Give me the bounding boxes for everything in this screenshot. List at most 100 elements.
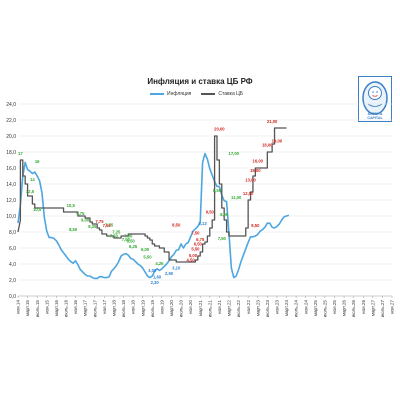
data-label: 9,50 — [206, 210, 215, 215]
data-label: 3,00 — [148, 268, 157, 273]
x-tick-label: июль.27 — [380, 300, 385, 318]
x-tick-label: ноя.15 — [44, 300, 49, 314]
x-tick-label: март.18 — [111, 300, 116, 317]
data-label: 6,25 — [129, 244, 138, 249]
y-tick-label: 4,0 — [9, 262, 16, 268]
inflation-line — [17, 152, 290, 280]
x-tick-label: ноя.17 — [102, 300, 107, 314]
data-label: 9,00 — [81, 218, 90, 223]
x-tick-label: июль.20 — [179, 300, 184, 318]
key-rate-line — [17, 127, 287, 263]
data-label: 7,50 — [110, 234, 119, 239]
data-label: 19,00 — [272, 138, 283, 143]
data-label: 2,90 — [165, 271, 174, 276]
data-label: 7,50 — [218, 236, 227, 241]
x-tick-label: июль.17 — [92, 300, 97, 318]
data-label: 13,00 — [245, 178, 256, 183]
x-tick-label: ноя.16 — [73, 300, 78, 314]
legend-label-key-rate: Ставка ЦБ — [218, 91, 244, 97]
x-tick-label: ноя.18 — [131, 300, 136, 314]
y-tick-label: 20,0 — [6, 134, 16, 140]
data-label: 10,5 — [33, 207, 42, 212]
y-tick-label: 18,0 — [6, 150, 16, 156]
x-tick-label: июль.15 — [35, 300, 40, 318]
y-tick-label: 16,0 — [6, 166, 16, 172]
x-tick-label: июль.22 — [236, 300, 241, 318]
data-label: 20,00 — [214, 126, 225, 131]
data-label: 17,00 — [229, 151, 240, 156]
x-tick-label: март.23 — [255, 300, 260, 317]
legend-item-inflation: Инфляция — [150, 91, 191, 97]
data-label: 7,00 — [124, 234, 133, 239]
x-tick-label: март.16 — [54, 300, 59, 317]
x-tick-label: март.21 — [198, 300, 203, 317]
x-tick-label: ноя.14 — [16, 300, 21, 314]
data-label: 14 — [30, 177, 35, 182]
chart-title: Инфляция и ставка ЦБ РФ — [147, 77, 253, 86]
data-label: 6,75 — [196, 237, 205, 242]
x-tick-label: июль.19 — [150, 300, 155, 318]
legend-swatch-key-rate — [201, 93, 216, 95]
y-tick-label: 14,0 — [6, 182, 16, 188]
x-tick-label: март.20 — [169, 300, 174, 317]
data-label: 7,25 — [112, 230, 121, 235]
x-tick-label: ноя.23 — [275, 300, 280, 314]
data-label: 5,00 — [189, 253, 198, 258]
data-label: 7,50 — [103, 223, 112, 228]
data-label: 7,50 — [122, 237, 131, 242]
data-label: 4,50 — [187, 258, 196, 263]
data-label: 12,00 — [243, 191, 254, 196]
chart-legend: Инфляция Ставка ЦБ — [150, 91, 243, 97]
y-tick-label: 22,0 — [6, 118, 16, 124]
logo-text-line2: CAPITAL — [367, 116, 383, 120]
data-label: 1,60 — [153, 274, 162, 279]
data-label: 18,00 — [262, 142, 273, 147]
x-tick-label: ноя.25 — [332, 300, 337, 314]
x-tick-label: июль.25 — [322, 300, 327, 318]
data-label: 8,13 — [199, 221, 208, 226]
x-tick-label: ноя.27 — [390, 300, 395, 314]
data-label: 3,10 — [172, 266, 181, 271]
data-label: 9,75 — [76, 211, 85, 216]
data-label: 12,5 — [26, 189, 35, 194]
data-label: 9,50 — [213, 188, 222, 193]
x-tick-label: июль.18 — [121, 300, 126, 318]
y-tick-label: 12,0 — [6, 198, 16, 204]
x-tick-label: ноя.26 — [361, 300, 366, 314]
data-label: 6,50 — [194, 242, 203, 247]
data-label: 6,50 — [127, 238, 136, 243]
data-label: 7,50 — [191, 230, 200, 235]
data-label: 8,50 — [69, 227, 78, 232]
data-label: 7,75 — [105, 222, 114, 227]
y-tick-label: 8,0 — [9, 230, 16, 236]
x-tick-label: март.22 — [227, 300, 232, 317]
data-label: 11,00 — [231, 195, 242, 200]
x-tick-label: март.19 — [140, 300, 145, 317]
data-label: 7,75 — [95, 219, 104, 224]
legend-swatch-inflation — [150, 93, 164, 95]
y-tick-label: 2,0 — [9, 278, 16, 284]
data-label: 21,00 — [267, 119, 278, 124]
y-tick-label: 24,0 — [6, 102, 16, 108]
x-tick-label: март.27 — [370, 300, 375, 317]
x-tick-label: март.25 — [313, 300, 318, 317]
legend-item-key-rate: Ставка ЦБ — [201, 91, 243, 97]
y-tick-label: 10,0 — [6, 214, 16, 220]
x-tick-label: ноя.24 — [303, 300, 308, 314]
x-tick-label: март.15 — [25, 300, 30, 317]
data-label: 4,25 — [155, 261, 164, 266]
x-tick-label: ноя.21 — [217, 300, 222, 314]
data-label: 16,00 — [253, 158, 264, 163]
data-label: 8,50 — [172, 222, 181, 227]
data-label: 16 — [35, 159, 40, 164]
legend-label-inflation: Инфляция — [167, 91, 192, 97]
data-label: 8,50 — [251, 223, 260, 228]
x-tick-label: июль.26 — [351, 300, 356, 318]
matryoshka-icon: ALENKA CAPITAL — [358, 76, 392, 122]
x-tick-label: ноя.20 — [188, 300, 193, 314]
x-tick-label: июль.24 — [294, 300, 299, 318]
data-label: 8,00 — [220, 212, 229, 217]
data-label: 5,50 — [191, 246, 200, 251]
